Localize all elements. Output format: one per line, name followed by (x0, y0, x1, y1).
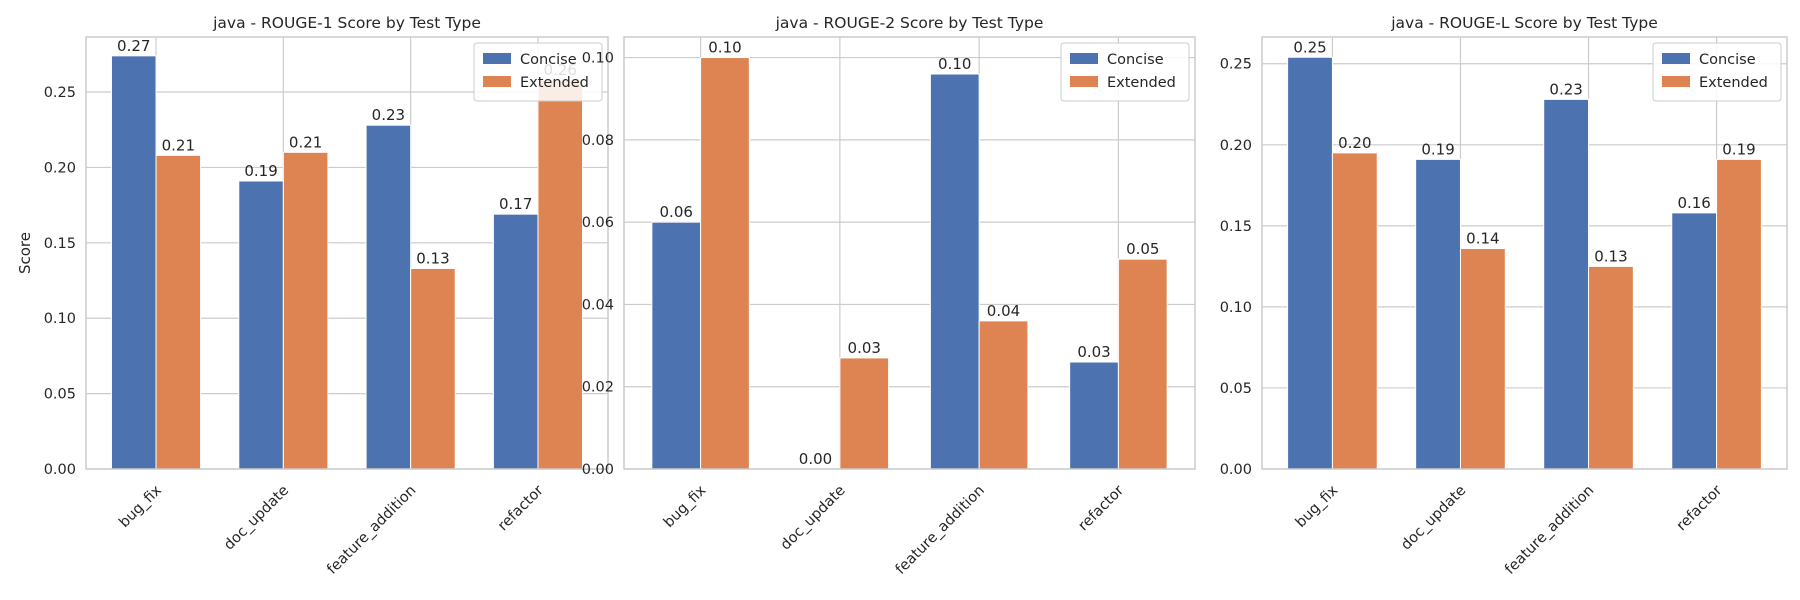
y-tick-label: 0.15 (44, 236, 76, 252)
chart-title: java - ROUGE-L Score by Test Type (1390, 14, 1658, 32)
y-tick-label: 0.15 (1220, 219, 1252, 235)
bar-extended-bug_fix (700, 57, 750, 470)
bar-extended-doc_update (282, 151, 329, 470)
bar-value-label: 0.23 (372, 106, 405, 124)
bar-concise-bug_fix (1287, 56, 1333, 470)
plot-frame (85, 36, 609, 470)
y-tick-label: 0.10 (44, 311, 76, 327)
chart-title: java - ROUGE-2 Score by Test Type (775, 14, 1044, 32)
bar-value-label: 0.20 (1338, 134, 1371, 152)
bar-concise-feature_addition (1543, 98, 1590, 470)
bar-value-label: 0.13 (1594, 247, 1627, 265)
plot-frame (1261, 36, 1788, 470)
legend: Concise Extended (473, 42, 603, 102)
bar-value-label: 0.17 (499, 195, 532, 213)
y-tick-label: 0.05 (1220, 381, 1252, 397)
bar-value-label: 0.03 (1077, 343, 1110, 361)
legend-swatch-extended (483, 76, 511, 87)
bar-concise-refactor (492, 213, 539, 470)
legend-swatch-concise (1662, 53, 1690, 64)
bar-value-label: 0.21 (289, 133, 322, 151)
legend-label-concise: Concise (520, 52, 577, 68)
plot-frame (623, 36, 1196, 470)
bar-value-label: 0.19 (1421, 140, 1454, 158)
bar-value-label: 0.23 (1549, 80, 1582, 98)
bar-value-label: 0.04 (987, 302, 1020, 320)
bar-extended-feature_addition (978, 320, 1029, 470)
legend-label-concise: Concise (1107, 52, 1164, 68)
legend: Concise Extended (1060, 42, 1190, 102)
y-tick-label: 0.00 (44, 462, 76, 478)
bar-concise-feature_addition (929, 73, 980, 470)
bar-value-label: 0.13 (416, 249, 449, 267)
bar-value-label: 0.21 (162, 136, 195, 154)
chart-panel-3: 0.25 0.19 0.23 0.16 0.20 0.14 0.13 0.19 0.00 0.05… (1220, 14, 1788, 578)
y-tick-label: 0.25 (44, 85, 76, 101)
legend-swatch-concise (1070, 53, 1098, 64)
y-tick-label: 0.20 (1220, 138, 1252, 154)
legend-label-extended: Extended (520, 75, 589, 91)
legend: Concise Extended (1652, 42, 1782, 102)
bar-extended-refactor (1716, 158, 1762, 470)
bar-concise-bug_fix (651, 221, 702, 470)
y-tick-label: 0.08 (582, 133, 614, 149)
bar-concise-bug_fix (110, 55, 157, 470)
bar-value-label: 0.03 (848, 339, 881, 357)
bar-extended-doc_update (839, 357, 890, 470)
chart-panel-1: 0.270.190.230.170.210.210.130.260.000.05… (16, 14, 609, 578)
bar-concise-refactor (1069, 361, 1119, 470)
bar-concise-refactor (1671, 212, 1718, 470)
bar-extended-feature_addition (410, 267, 456, 470)
legend-label-concise: Concise (1699, 52, 1756, 68)
chart-panel-2: 0.06 0.00 0.10 0.03 0.10 0.03 0.04 0.05 0.00 0.02… (582, 14, 1196, 578)
bar-extended-bug_fix (155, 154, 202, 470)
bar-value-label: 0.00 (799, 450, 832, 468)
bar-value-label: 0.05 (1126, 240, 1159, 258)
bar-concise-doc_update (1415, 158, 1461, 470)
bar-value-label: 0.14 (1466, 230, 1499, 248)
y-tick-label: 0.00 (582, 462, 614, 478)
bar-value-label: 0.25 (1293, 38, 1326, 56)
bar-extended-doc_update (1459, 248, 1506, 470)
bar-extended-feature_addition (1588, 265, 1634, 470)
bar-value-label: 0.06 (660, 203, 693, 221)
y-tick-label: 0.25 (1220, 57, 1252, 73)
y-tick-label: 0.10 (1220, 300, 1252, 316)
y-tick-label: 0.04 (582, 297, 614, 313)
bar-value-label: 0.19 (1722, 140, 1755, 158)
legend-swatch-concise (483, 53, 511, 64)
legend-label-extended: Extended (1699, 75, 1768, 91)
bar-extended-refactor (1117, 258, 1168, 470)
bar-concise-feature_addition (365, 124, 412, 470)
bar-extended-bug_fix (1331, 152, 1378, 470)
bar-value-label: 0.10 (708, 39, 741, 57)
bar-value-label: 0.10 (938, 55, 971, 73)
legend-swatch-extended (1662, 76, 1690, 87)
bar-value-label: 0.27 (117, 37, 150, 55)
chart-title: java - ROUGE-1 Score by Test Type (212, 14, 481, 32)
y-tick-label: 0.20 (44, 160, 76, 176)
y-tick-label: 0.02 (582, 380, 614, 396)
y-tick-label: 0.05 (44, 387, 76, 403)
bar-value-label: 0.19 (244, 162, 277, 180)
legend-swatch-extended (1070, 76, 1098, 87)
y-axis-label: Score (16, 232, 34, 274)
bar-value-label: 0.16 (1677, 194, 1710, 212)
bar-extended-refactor (537, 79, 584, 470)
y-tick-label: 0.10 (582, 51, 614, 67)
y-tick-label: 0.00 (1220, 462, 1252, 478)
y-tick-label: 0.06 (582, 215, 614, 231)
legend-label-extended: Extended (1107, 75, 1176, 91)
bar-concise-doc_update (238, 180, 284, 470)
